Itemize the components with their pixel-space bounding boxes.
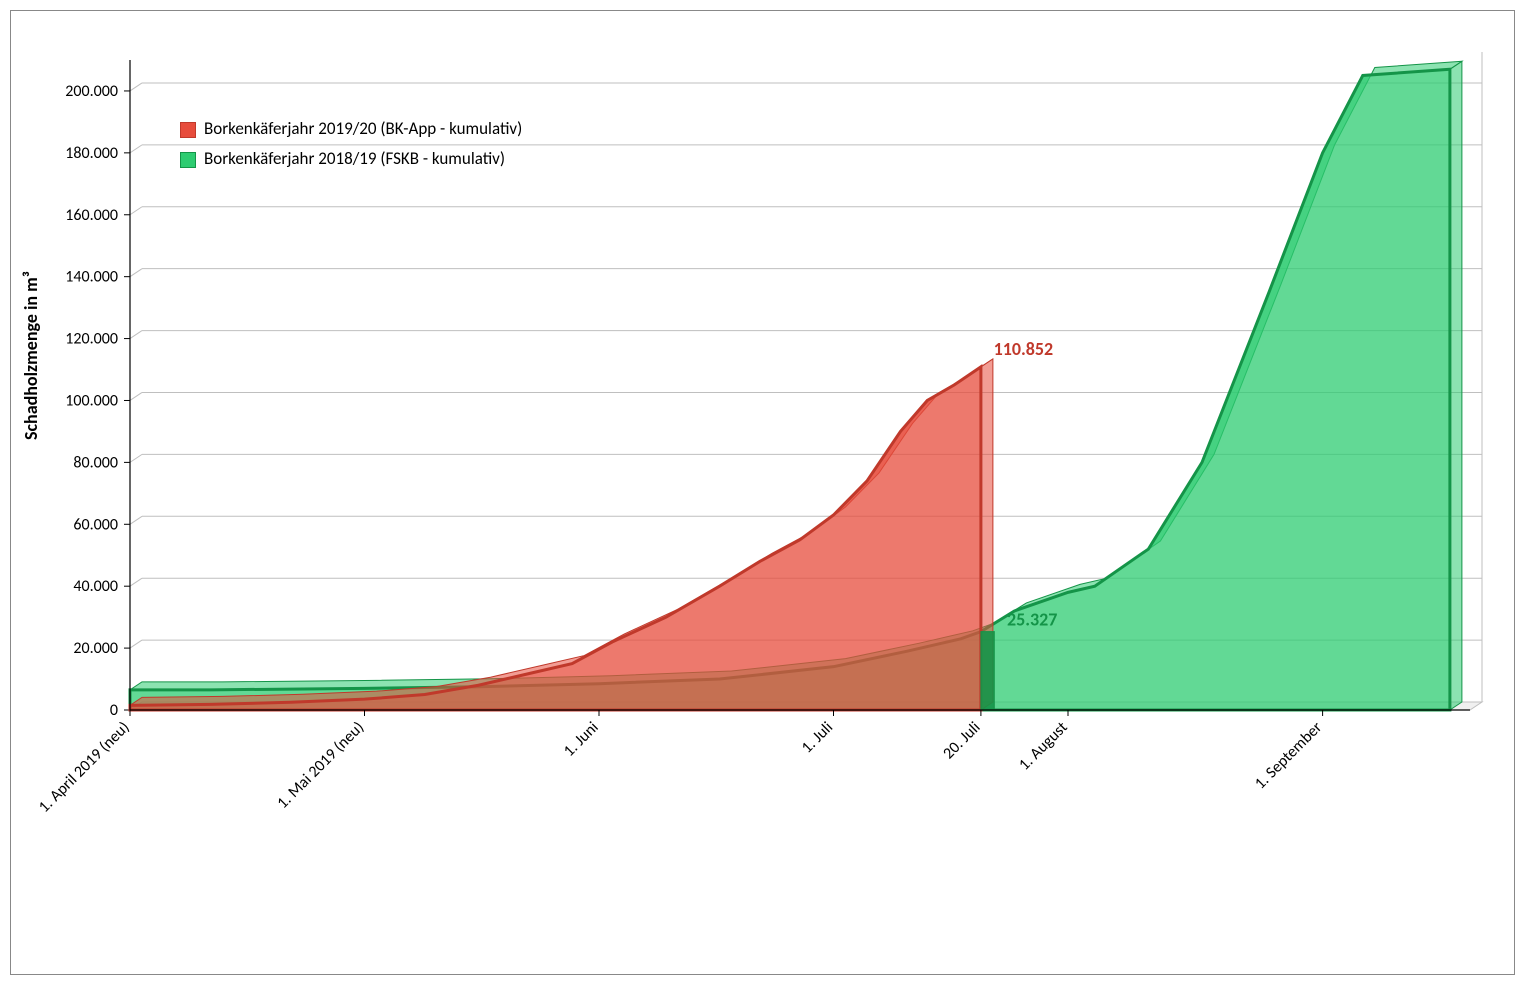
- y-tick-label: 180.000: [65, 144, 118, 163]
- gridline-depth: [130, 83, 142, 91]
- x-tick-label: 1. Mai 2019 (neu): [273, 718, 368, 813]
- green-right-3d: [1450, 61, 1462, 710]
- y-tick-label: 20.000: [73, 639, 118, 658]
- gridline-depth: [130, 516, 142, 524]
- gridline-depth: [130, 269, 142, 277]
- red-area: [130, 367, 981, 710]
- legend-label: Borkenkäferjahr 2018/19 (FSKB - kumulati…: [204, 148, 505, 169]
- y-tick-label: 200.000: [65, 82, 118, 101]
- legend-swatch: [180, 152, 196, 168]
- y-tick-label: 40.000: [73, 577, 118, 596]
- data-label: 25.327: [1007, 609, 1057, 631]
- gridline-depth: [130, 454, 142, 462]
- x-tick-label: 1. September: [1251, 718, 1326, 793]
- x-tick-label: 1. Juli: [798, 718, 837, 757]
- y-axis-label: Schadholzmenge in m³: [20, 271, 42, 440]
- y-tick-label: 60.000: [73, 515, 118, 534]
- legend-item: Borkenkäferjahr 2018/19 (FSKB - kumulati…: [180, 148, 505, 169]
- x-tick-label: 20. Juli: [939, 718, 984, 763]
- x-tick-label: 1. Juni: [560, 718, 603, 761]
- gridline-depth: [130, 578, 142, 586]
- legend-swatch: [180, 122, 196, 138]
- y-tick-label: 140.000: [65, 268, 118, 287]
- x-tick-label: 1. August: [1015, 718, 1072, 775]
- gridline-depth: [130, 331, 142, 339]
- legend-item: Borkenkäferjahr 2019/20 (BK-App - kumula…: [180, 118, 522, 139]
- gridline-depth: [130, 640, 142, 648]
- data-label: 110.852: [994, 338, 1054, 360]
- y-tick-label: 80.000: [73, 453, 118, 472]
- gridline-depth: [130, 392, 142, 400]
- green-highlight-bar: [981, 632, 994, 710]
- gridline-depth: [130, 145, 142, 153]
- y-tick-label: 100.000: [65, 391, 118, 410]
- gridline-depth: [130, 207, 142, 215]
- y-tick-label: 160.000: [65, 206, 118, 225]
- x-tick-label: 1. April 2019 (neu): [35, 718, 134, 817]
- y-tick-label: 120.000: [65, 330, 118, 349]
- legend-label: Borkenkäferjahr 2019/20 (BK-App - kumula…: [204, 118, 522, 139]
- y-tick-label: 0: [110, 701, 118, 720]
